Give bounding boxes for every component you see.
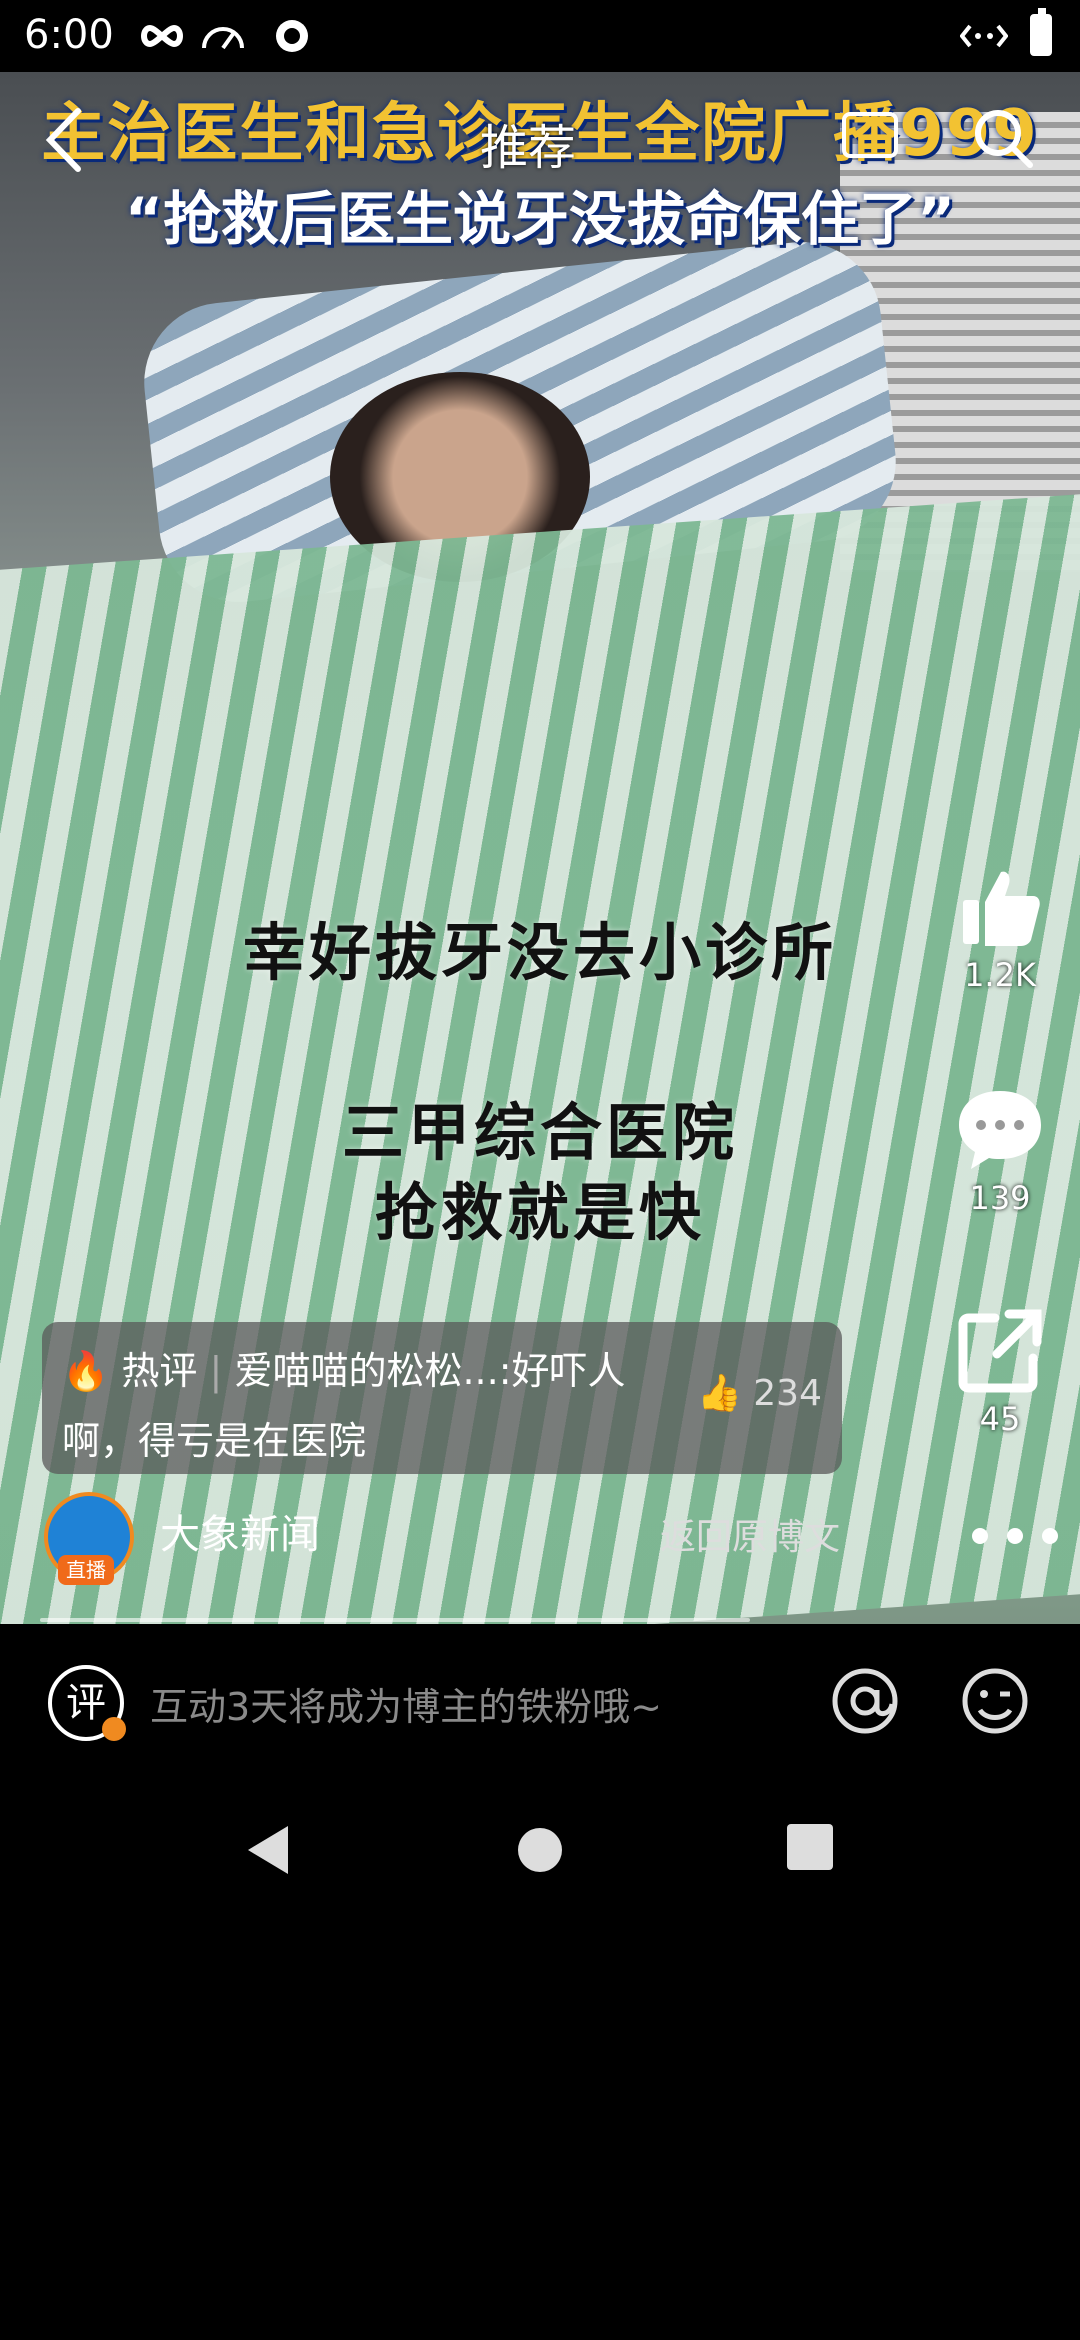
search-icon[interactable] [970,105,1036,171]
share-button[interactable]: 45 [940,1306,1060,1438]
emoji-icon[interactable] [960,1666,1030,1736]
video-headline: 主治医生和急诊医生全院广播999 [41,97,1039,171]
hot-comment-text-2: 啊，得亏是在医院 [62,1419,367,1463]
divider: | [209,1349,223,1393]
battery-icon [1030,8,1052,56]
hot-comment-line-1: 🔥 热评 | 爱喵喵的松松...:好吓人 [62,1340,626,1395]
video-caption-2: 三甲综合医院 [341,1096,738,1169]
video-caption-3: 抢救就是快 [374,1176,705,1249]
hot-comment-likes[interactable]: 👍 234 [697,1372,822,1414]
hot-comment-card[interactable]: 🔥 热评 | 爱喵喵的松松...:好吓人 啊，得亏是在医院 👍 234 [42,1322,842,1474]
thumbs-up-icon: 👍 [697,1373,742,1414]
mention-at-icon[interactable] [830,1666,900,1736]
like-button[interactable]: 1.2K [940,862,1060,994]
hot-comment-user[interactable]: 爱喵喵的松松... [234,1349,499,1393]
verified-icon [102,1717,126,1741]
comment-bar [0,1624,1080,1782]
back-to-original-post[interactable]: 返回原博文 [660,1517,841,1558]
speedometer-icon [202,27,244,50]
nav-recent-apps-icon[interactable] [785,1822,835,1872]
nav-home-icon[interactable] [510,1820,570,1880]
app-badge-icon [276,20,308,52]
fire-icon: 🔥 [62,1349,110,1393]
video-caption-1: 幸好拔牙没去小诊所 [242,916,837,989]
tab-recommend[interactable]: 推荐 [480,120,577,176]
comment-input[interactable]: 互动3天将成为博主的铁粉哦~ [150,1685,663,1729]
comment-icon-char: 评 [66,1680,106,1726]
hot-comment-tag: 热评 [121,1349,198,1393]
comment-count: 139 [969,1179,1031,1217]
cast-screen-icon[interactable] [840,110,900,160]
share-icon [958,1309,1042,1393]
share-count: 45 [979,1400,1021,1438]
infinity-icon [141,24,183,48]
video-progress-bar[interactable] [40,1618,750,1622]
status-time: 6:00 [24,12,114,58]
comment-bubble-icon [959,1091,1041,1169]
nav-back-icon[interactable] [240,1820,300,1880]
live-badge: 直播 [58,1555,114,1585]
author-name[interactable]: 大象新闻 [160,1512,320,1558]
like-count: 1.2K [964,956,1036,994]
hot-comment-like-count: 234 [753,1373,822,1414]
video-subheadline: “抢救后医生说牙没拔命保住了” [124,185,956,253]
comment-compose-icon[interactable]: 评 [48,1665,126,1741]
more-options-icon[interactable] [960,1516,1070,1556]
thumbs-up-icon [963,871,1040,946]
back-arrow-icon[interactable] [40,105,90,175]
data-sync-icon [960,24,1008,48]
hot-comment-text-1: :好吓人 [498,1349,626,1393]
comment-button[interactable]: 139 [940,1085,1060,1217]
